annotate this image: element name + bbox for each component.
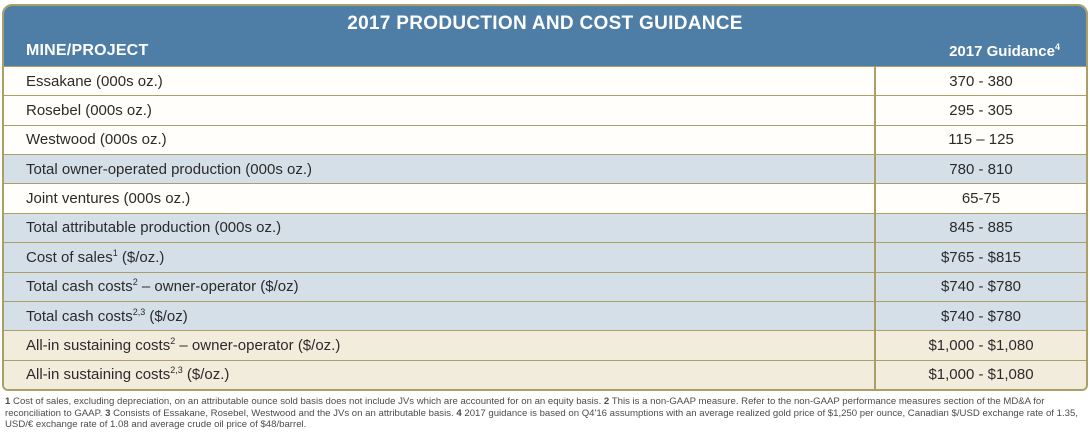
table-row: Total attributable production (000s oz.)… — [4, 212, 1086, 243]
column-header-guidance-footnote-ref: 4 — [1054, 42, 1060, 52]
footnotes: 1 Cost of sales, excluding depreciation,… — [5, 396, 1078, 431]
footnote-ref: 2,3 — [170, 365, 183, 376]
mine-project-cell: Joint ventures (000s oz.) — [26, 190, 191, 208]
column-header-guidance-label: 2017 Guidance — [949, 43, 1055, 60]
mine-project-cell: Rosebel (000s oz.) — [26, 102, 152, 120]
table-row: Cost of sales1 ($/oz.) $765 - $815 — [4, 242, 1086, 272]
guidance-value-cell: $740 - $780 — [874, 301, 1086, 331]
footnote-ref: 1 — [112, 247, 118, 258]
mine-project-cell: Total cash costs2,3 ($/oz) — [26, 306, 188, 325]
table-row: Total owner-operated production (000s oz… — [4, 154, 1086, 184]
table-row: Joint ventures (000s oz.) 65-75 — [4, 183, 1086, 213]
guidance-value-cell: $1,000 - $1,080 — [874, 360, 1086, 389]
footnote-number: 1 — [5, 396, 11, 407]
table-row: Rosebel (000s oz.) 295 - 305 — [4, 95, 1086, 125]
table-row: Total cash costs2,3 ($/oz) $740 - $780 — [4, 300, 1086, 331]
guidance-value-cell: 65-75 — [874, 184, 1086, 213]
table-body: Essakane (000s oz.) 370 - 380 Rosebel (000… — [4, 66, 1086, 389]
mine-project-cell: Cost of sales1 ($/oz.) — [26, 247, 165, 266]
mine-project-cell: Total owner-operated production (000s oz… — [26, 160, 312, 178]
column-header-row: MINE/PROJECT 2017 Guidance4 — [4, 42, 1086, 66]
guidance-value-cell: 780 - 810 — [874, 155, 1086, 184]
table-header: 2017 PRODUCTION AND COST GUIDANCE MINE/P… — [4, 6, 1086, 66]
table-row: All-in sustaining costs2,3 ($/oz.) $1,000… — [4, 359, 1086, 389]
guidance-value-cell: $740 - $780 — [874, 272, 1086, 301]
footnote-number: 4 — [456, 407, 462, 419]
footnote-ref: 2 — [132, 277, 138, 288]
table-row: Westwood (000s oz.) 115 – 125 — [4, 124, 1086, 155]
table-title: 2017 PRODUCTION AND COST GUIDANCE — [347, 13, 743, 34]
footnote-number: 3 — [105, 407, 111, 419]
mine-project-cell: Westwood (000s oz.) — [26, 131, 167, 149]
footnote-number: 2 — [603, 396, 610, 407]
guidance-table: 2017 PRODUCTION AND COST GUIDANCE MINE/P… — [2, 4, 1088, 391]
footnote-ref: 2,3 — [132, 306, 146, 317]
table-row: All-in sustaining costs2 – owner-operato… — [4, 330, 1086, 360]
column-header-mine-project: MINE/PROJECT — [26, 42, 149, 59]
column-header-guidance: 2017 Guidance4 — [949, 42, 1060, 61]
table-row: Essakane (000s oz.) 370 - 380 — [4, 66, 1086, 96]
guidance-value-cell: 845 - 885 — [874, 213, 1086, 243]
guidance-value-cell: 115 – 125 — [874, 125, 1086, 155]
mine-project-cell: Total attributable production (000s oz.) — [26, 219, 282, 237]
mine-project-cell: All-in sustaining costs2,3 ($/oz.) — [26, 365, 230, 384]
guidance-value-cell: 370 - 380 — [874, 67, 1086, 96]
guidance-value-cell: 295 - 305 — [874, 96, 1086, 125]
guidance-value-cell: $1,000 - $1,080 — [874, 331, 1086, 360]
guidance-value-cell: $765 - $815 — [874, 243, 1086, 272]
footnote-ref: 2 — [170, 335, 176, 346]
mine-project-cell: Total cash costs2 – owner-operator ($/oz… — [26, 277, 299, 296]
mine-project-cell: All-in sustaining costs2 – owner-operato… — [26, 335, 341, 354]
mine-project-cell: Essakane (000s oz.) — [26, 72, 163, 90]
table-row: Total cash costs2 – owner-operator ($/oz… — [4, 271, 1086, 301]
